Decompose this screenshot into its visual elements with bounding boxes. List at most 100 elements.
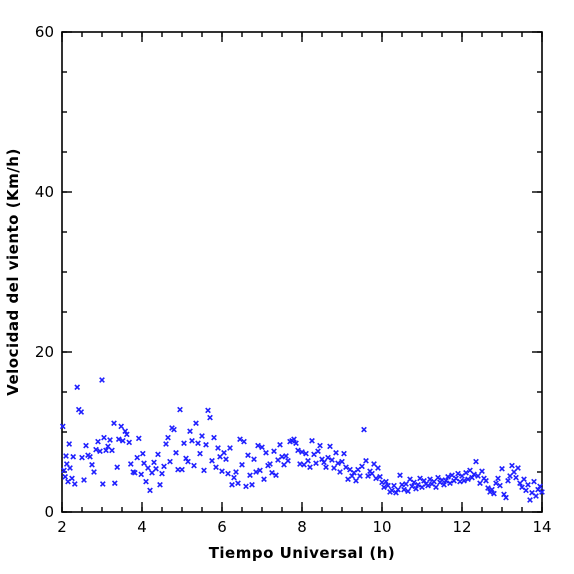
data-point: [327, 443, 333, 450]
data-point: [483, 477, 489, 484]
data-point: [59, 423, 66, 430]
data-point: [305, 457, 311, 464]
data-point: [383, 478, 389, 485]
data-point: [239, 461, 245, 468]
data-point: [399, 481, 405, 488]
data-point: [533, 493, 539, 499]
data-point: [309, 437, 315, 444]
data-point: [443, 477, 449, 484]
data-point: [213, 464, 219, 471]
data-point: [505, 477, 511, 484]
data-point: [135, 435, 142, 442]
data-point: [111, 480, 118, 487]
data-point: [235, 480, 241, 487]
data-point: [381, 484, 387, 491]
data-point: [357, 473, 363, 479]
x-tick-label: 4: [137, 518, 147, 536]
data-point: [151, 459, 157, 466]
data-point: [119, 437, 126, 444]
data-point: [279, 453, 285, 460]
data-point: [66, 441, 73, 447]
data-point: [455, 470, 461, 477]
data-point: [173, 449, 179, 456]
data-point: [471, 471, 477, 478]
y-tick-label: 60: [35, 23, 54, 41]
data-point: [349, 473, 355, 479]
x-tick-label: 8: [297, 518, 307, 536]
y-axis-title: Velocidad del viento (Km/h): [4, 148, 22, 396]
x-axis-title: Tiempo Universal (h): [209, 544, 396, 562]
data-point: [71, 481, 78, 487]
data-point: [61, 467, 67, 474]
data-point: [155, 451, 161, 458]
data-point: [253, 469, 259, 475]
data-point: [161, 463, 167, 470]
data-point: [241, 438, 247, 445]
data-point: [147, 487, 153, 494]
data-point: [515, 465, 521, 471]
data-point: [425, 482, 431, 489]
data-point: [122, 428, 129, 435]
data-point: [67, 465, 73, 471]
y-tick-label: 40: [35, 183, 54, 201]
data-point: [257, 467, 263, 474]
data-point: [115, 436, 122, 443]
x-tick-label: 12: [452, 518, 471, 536]
data-point: [99, 481, 106, 487]
data-point: [103, 447, 109, 454]
data-point: [215, 445, 221, 451]
data-point: [219, 468, 225, 475]
data-point: [99, 377, 105, 383]
data-point: [217, 453, 223, 460]
data-point: [395, 486, 401, 493]
data-point: [507, 473, 513, 479]
data-point: [157, 481, 163, 488]
data-point: [81, 477, 87, 483]
data-point: [397, 472, 403, 479]
data-point: [91, 469, 97, 475]
axis-ticks: [61, 31, 543, 513]
data-point: [301, 461, 307, 468]
data-point: [441, 481, 447, 488]
data-point: [405, 488, 411, 495]
data-point: [447, 480, 453, 487]
data-point: [497, 482, 503, 489]
data-point: [143, 478, 149, 485]
data-point: [413, 485, 419, 492]
data-point: [537, 483, 543, 490]
data-point: [433, 484, 439, 491]
data-point: [297, 461, 303, 467]
data-point: [187, 428, 193, 435]
data-point: [525, 481, 531, 488]
data-point: [435, 474, 441, 481]
data-point: [107, 437, 113, 443]
data-point: [285, 457, 291, 464]
data-point: [335, 460, 341, 467]
data-point: [461, 477, 467, 484]
data-point: [513, 474, 519, 481]
data-point: [207, 414, 213, 421]
data-point: [181, 440, 187, 447]
x-tick-label: 10: [372, 518, 391, 536]
data-point: [165, 434, 171, 441]
data-point: [341, 450, 347, 457]
data-point: [411, 479, 417, 486]
data-point: [373, 475, 379, 482]
data-point: [79, 454, 85, 461]
data-point: [321, 459, 327, 466]
data-point: [325, 454, 331, 461]
data-point: [299, 449, 305, 455]
data-point: [123, 431, 130, 438]
data-point: [159, 470, 165, 477]
data-point: [245, 452, 251, 459]
data-point: [195, 440, 201, 447]
data-point: [183, 455, 189, 462]
data-point: [539, 489, 545, 495]
data-point: [523, 487, 529, 494]
data-point: [501, 491, 507, 498]
data-point: [343, 464, 349, 471]
data-point: [163, 441, 169, 447]
data-point: [251, 456, 257, 463]
data-point: [293, 440, 299, 447]
data-point: [179, 466, 185, 473]
